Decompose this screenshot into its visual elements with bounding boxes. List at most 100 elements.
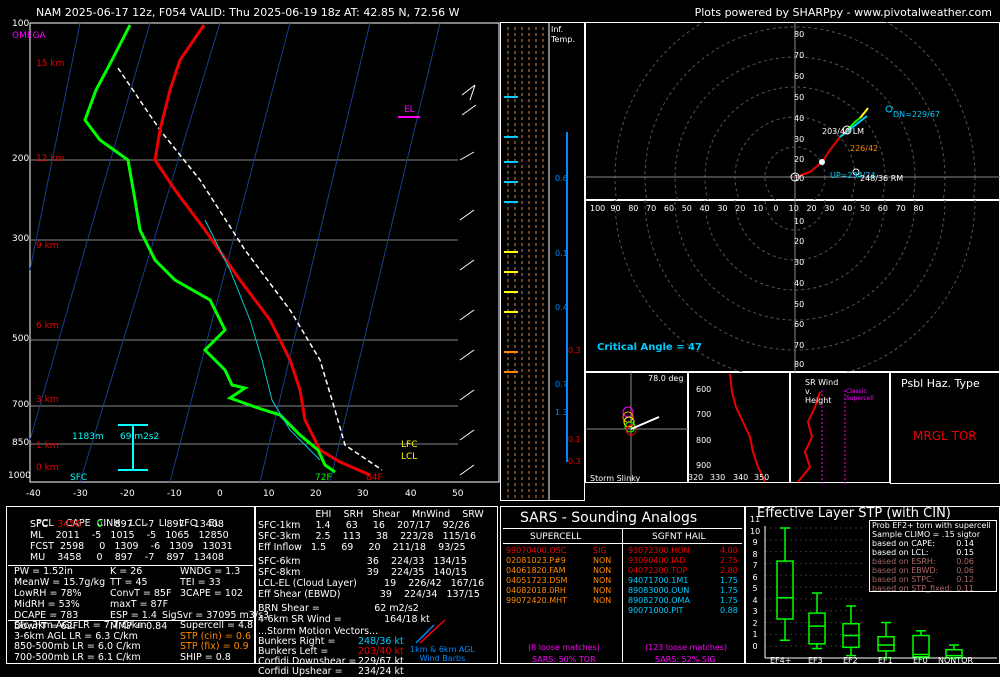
inf-temp-value: 0.3 <box>568 346 581 355</box>
eff-layer-srh: 69 m2s2 <box>120 432 160 442</box>
lfc-label: LFC <box>401 440 418 450</box>
stp-prob-box: Prob EF2+ torn with supercell Sample CLI… <box>869 520 997 593</box>
lcl-label: LCL <box>401 452 418 462</box>
sfc-label: SFC <box>70 473 88 483</box>
hodo-tick: 10 <box>794 174 805 183</box>
stp-box-ef1 <box>877 621 895 659</box>
ca-ytick: 70 <box>794 341 805 350</box>
temp-tick: 30 <box>357 489 369 499</box>
temp-tick: 40 <box>405 489 417 499</box>
height-label: 3 km <box>36 395 59 405</box>
theta-xtick: 320 <box>688 473 704 482</box>
hodo-label: UP=234/24 <box>830 171 876 180</box>
kin-row: SFC-1km 1.4 63 16 207/17 92/26 <box>258 520 470 531</box>
hodo-label: 248/36 RM <box>860 174 904 183</box>
stp-box-ef2 <box>842 605 860 657</box>
sfc-dew-label: 72F <box>315 473 332 483</box>
theta-ytick: 900 <box>696 461 712 470</box>
pressure-tick: 700 <box>12 400 30 410</box>
hail-matches: (123 loose matches) <box>645 643 728 652</box>
temp-tick: -20 <box>120 489 135 499</box>
critical-angle-label: Critical Angle = 47 <box>597 342 702 353</box>
storm-motion-values: 248/36 kt 203/40 kt 229/67 kt 234/24 kt <box>358 636 404 677</box>
temp-tick: -10 <box>167 489 182 499</box>
thermo-row: MU 3458 0 897 -7 897 13408 <box>30 552 224 563</box>
hail-list: 93072300.HON 93090400.IAD 04072300.TOP 9… <box>628 546 690 615</box>
pressure-tick: 1000 <box>8 471 31 481</box>
sigsvr: SigSvr = 37095 m3/s3 <box>162 610 269 621</box>
storm-motions: Bunkers Right = Bunkers Left = Corfidi D… <box>258 636 357 677</box>
hodo-tick: 40 <box>794 114 805 123</box>
inf-temp-plot <box>500 22 585 501</box>
motion-title: ...Storm Motion Vectors... <box>258 626 379 637</box>
stp-box-nontor <box>945 644 963 659</box>
theta-ytick: 700 <box>696 410 712 419</box>
credit-text: Plots powered by SHARPpy - www.pivotalwe… <box>694 6 992 19</box>
inf-temp-value: 0.1 <box>555 249 568 258</box>
stp-cat: EF0 <box>913 656 928 665</box>
height-label: 1 km <box>36 441 59 451</box>
sr-wind-plot <box>790 372 890 484</box>
brn-shear: BRN Shear = 62 m2/s2 <box>258 603 419 614</box>
stp-cat: NONTOR <box>938 656 974 665</box>
ca-ytick: 40 <box>794 279 805 288</box>
critical-angle-xticks: 100 90 80 70 60 50 40 30 20 10 0 10 20 3… <box>590 204 924 213</box>
kin-row: SFC-6km 36 224/33 134/15 <box>258 556 467 567</box>
stp-box-ef3 <box>808 592 826 650</box>
hodo-tick: 70 <box>794 51 805 60</box>
stp-cat: EF3 <box>808 656 823 665</box>
inf-temp-value: 0.6 <box>555 174 568 183</box>
slinky-angle: 78.0 deg <box>648 374 684 383</box>
hodo-tick: 60 <box>794 72 805 81</box>
kin-row: LCL-EL (Cloud Layer) 19 226/42 167/16 <box>258 578 485 589</box>
classic-supercell-label: Classic Supercell <box>846 388 874 402</box>
temp-tick: -30 <box>73 489 88 499</box>
inf-temp-value: 0.7 <box>555 380 568 389</box>
theta-xtick: 350 <box>754 473 770 482</box>
skewt-plot <box>29 22 500 483</box>
inf-temp-label: Inf. Temp. <box>551 25 575 44</box>
kin-row: SFC-8km 39 224/35 140/15 <box>258 567 467 578</box>
thermo-row: FCST 2598 0 1309 -6 1309 13031 <box>30 541 233 552</box>
pressure-tick: 300 <box>12 234 30 244</box>
temp-tick: 50 <box>452 489 464 499</box>
theta-ytick: 800 <box>696 436 712 445</box>
eff-layer-depth: 1183m <box>72 432 104 442</box>
sars-panel <box>500 506 745 664</box>
theta-xtick: 330 <box>710 473 726 482</box>
stp-cat: EF2 <box>843 656 858 665</box>
stp-chart <box>764 526 997 659</box>
sr-wind-title: SR Wind v. Height <box>805 378 839 405</box>
supercell-type: SIG NON NON NON NON NON <box>593 546 612 605</box>
theta-ytick: 600 <box>696 385 712 394</box>
slinky-label: Storm Slinky <box>590 474 641 483</box>
indices-left: PW = 1.52in MeanW = 15.7g/kg LowRH = 78%… <box>14 566 106 632</box>
stp-yticks: 11 10 9 8 7 6 5 4 3 2 1 0 <box>750 515 761 652</box>
indices-right: WNDG = 1.3 TEI = 33 3CAPE = 102 <box>180 566 244 599</box>
indices-mid: K = 26 TT = 45 ConvT = 85F maxT = 87F ES… <box>110 566 172 632</box>
ca-ytick: 60 <box>794 320 805 329</box>
theta-plot <box>688 372 790 483</box>
sfc-temp-label: 84F <box>366 473 383 483</box>
pressure-tick: 500 <box>12 334 30 344</box>
ca-ytick: 30 <box>794 258 805 267</box>
pressure-tick: 100 <box>12 19 30 29</box>
stp-cat: EF4+ <box>770 656 792 665</box>
hazard-value: MRGL TOR <box>913 429 977 443</box>
temp-tick: 0 <box>217 489 223 499</box>
ca-ytick: 10 <box>794 217 805 226</box>
hail-title: SGFNT HAIL <box>652 532 706 542</box>
temp-tick: 10 <box>263 489 275 499</box>
omega-label: OMEGA <box>12 31 46 41</box>
stp-box-ef4plus <box>776 527 794 642</box>
sounding-title: NAM 2025-06-17 12z, F054 VALID: Thu 2025… <box>36 6 460 19</box>
hodo-label: 226/42 <box>850 144 879 153</box>
supercell-prob: SARS: 50% TOR <box>532 655 596 664</box>
height-label: 9 km <box>36 241 59 251</box>
hail-prob: SARS: 52% SIG <box>655 655 716 664</box>
hodo-tick: 50 <box>794 93 805 102</box>
kin-header: EHI SRH Shear MnWind SRW <box>315 509 484 520</box>
kin-row: SFC-3km 2.5 113 38 223/28 115/16 <box>258 531 477 542</box>
pressure-tick: 850 <box>12 438 30 448</box>
ca-ytick: 20 <box>794 237 805 246</box>
